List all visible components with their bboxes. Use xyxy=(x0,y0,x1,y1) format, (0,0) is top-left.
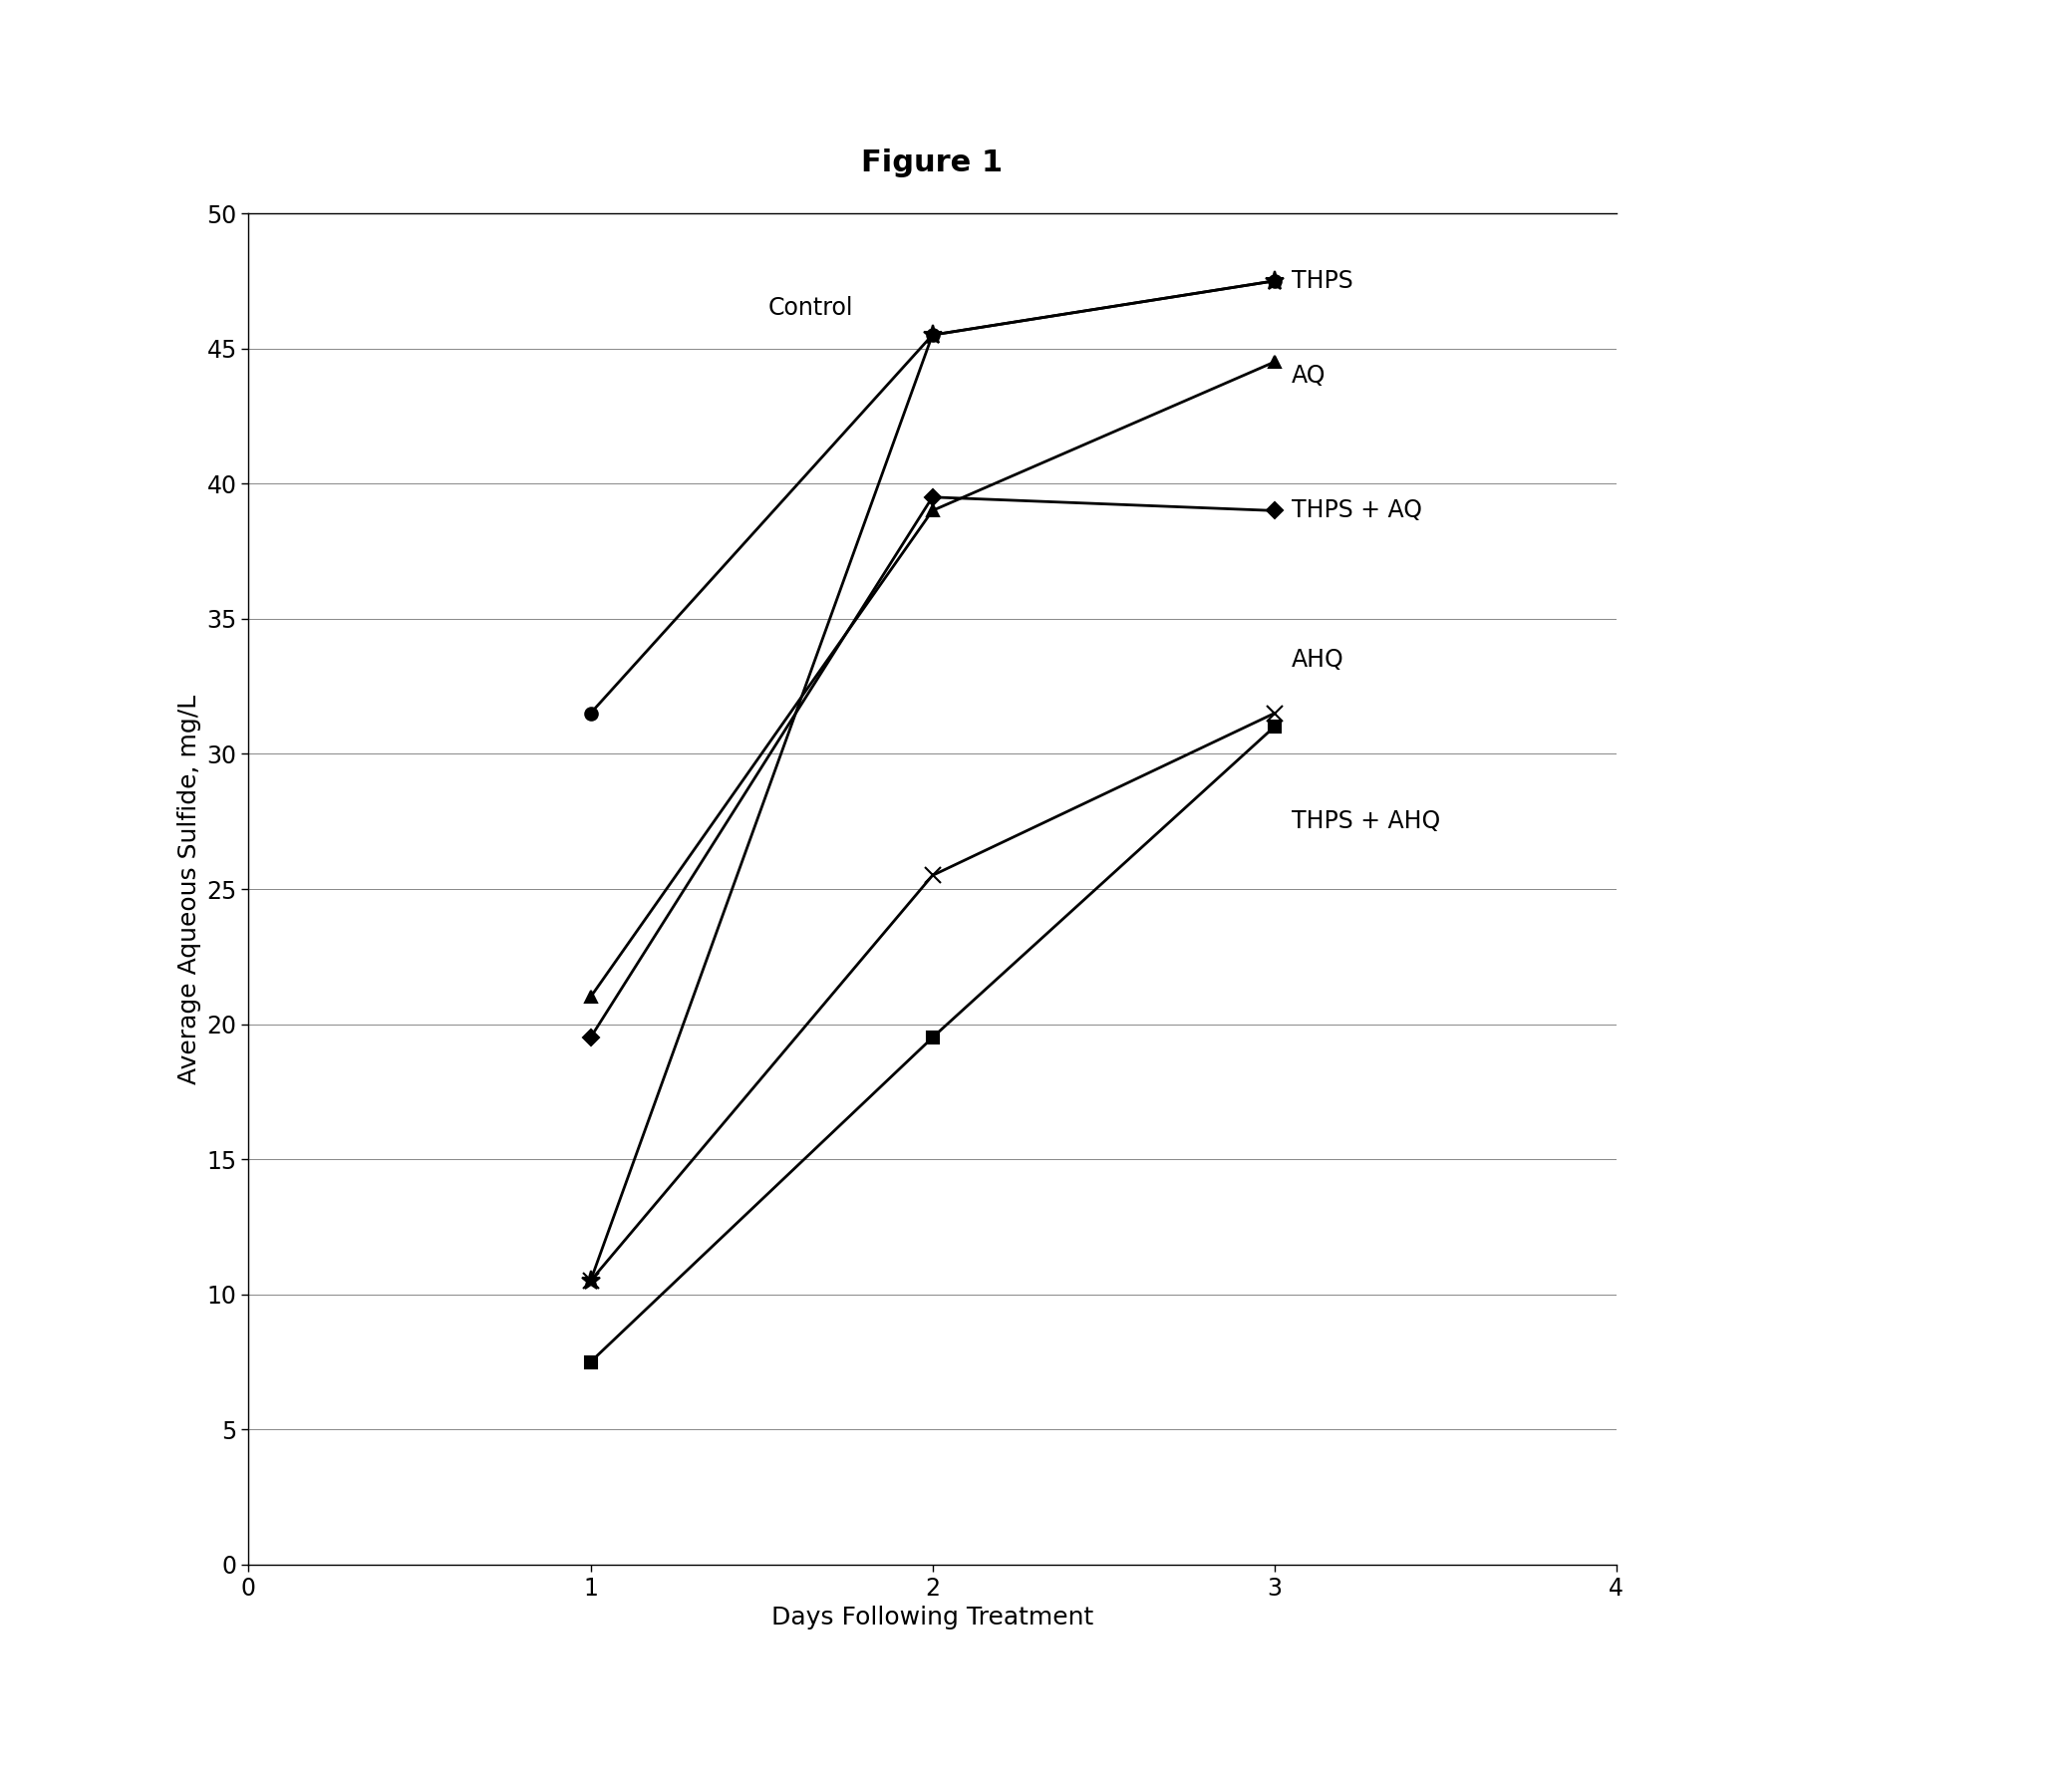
Y-axis label: Average Aqueous Sulfide, mg/L: Average Aqueous Sulfide, mg/L xyxy=(178,693,201,1085)
Text: THPS + AQ: THPS + AQ xyxy=(1291,498,1421,523)
X-axis label: Days Following Treatment: Days Following Treatment xyxy=(771,1606,1094,1630)
Text: THPS: THPS xyxy=(1291,268,1353,293)
Text: AHQ: AHQ xyxy=(1291,647,1345,672)
Text: AQ: AQ xyxy=(1291,363,1326,388)
Title: Figure 1: Figure 1 xyxy=(862,149,1003,178)
Text: THPS + AHQ: THPS + AHQ xyxy=(1291,809,1440,834)
Text: Control: Control xyxy=(769,295,854,320)
